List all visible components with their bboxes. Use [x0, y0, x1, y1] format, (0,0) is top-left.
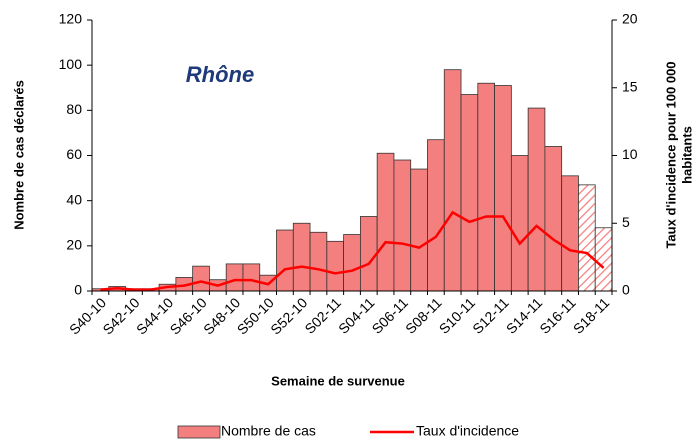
- y-tick-label: 60: [66, 146, 82, 162]
- y-tick-label: 20: [66, 237, 82, 253]
- annotation: Rhône: [186, 62, 254, 87]
- bar: [510, 155, 529, 292]
- x-tick-label: S44-10: [133, 294, 176, 337]
- x-tick-label: S08-11: [402, 294, 445, 337]
- y2-axis-title: habitants: [679, 126, 694, 184]
- x-tick-label: S06-11: [369, 294, 412, 337]
- y-tick-label: 40: [66, 191, 82, 207]
- bar: [410, 168, 428, 292]
- bar: [309, 231, 328, 292]
- bar: [594, 227, 613, 292]
- y2-tick-label: 20: [622, 11, 638, 27]
- bar: [544, 146, 563, 292]
- y-tick-label: 80: [66, 101, 82, 117]
- bar: [276, 229, 294, 292]
- x-tick-label: S14-11: [503, 294, 546, 337]
- bar: [225, 263, 244, 292]
- y-axis-title: Nombre de cas déclarés: [11, 80, 26, 230]
- bar: [343, 234, 361, 292]
- y-tick-label: 0: [74, 282, 82, 298]
- bar: [359, 216, 378, 292]
- x-tick-label: S12-11: [469, 294, 512, 337]
- bar: [578, 184, 596, 292]
- line: [100, 210, 605, 291]
- legend-label: Nombre de cas: [221, 423, 316, 439]
- bar: [393, 159, 412, 292]
- x-tick-label: S52-10: [267, 294, 310, 337]
- bar: [242, 263, 261, 292]
- legend-swatch: [177, 425, 221, 439]
- bar: [427, 139, 445, 292]
- bar: [561, 175, 579, 292]
- x-tick-label: S40-10: [66, 294, 109, 337]
- bar: [460, 94, 479, 292]
- y2-tick-label: 10: [622, 146, 638, 162]
- x-tick-label: S48-10: [200, 294, 243, 337]
- x-tick-label: S42-10: [99, 294, 142, 337]
- x-tick-label: S46-10: [167, 294, 210, 337]
- bar: [494, 85, 512, 292]
- y2-tick-label: 15: [622, 78, 638, 94]
- x-tick-label: S02-11: [301, 294, 344, 337]
- x-tick-label: S18-11: [570, 294, 613, 337]
- y2-tick-label: 0: [622, 282, 630, 298]
- bar: [192, 265, 210, 292]
- x-tick-label: S10-11: [436, 294, 479, 337]
- x-axis-title: Semaine de survenue: [271, 373, 405, 388]
- bar: [527, 107, 546, 292]
- legend-label: Taux d'incidence: [416, 423, 519, 439]
- x-tick-label: S50-10: [234, 294, 277, 337]
- y-tick-label: 120: [59, 11, 83, 27]
- bar: [477, 82, 495, 292]
- bar: [443, 69, 462, 292]
- y2-tick-label: 5: [622, 214, 630, 230]
- x-tick-label: S04-11: [335, 294, 378, 337]
- y2-axis-title: Taux d'incidence pour 100 000: [663, 61, 678, 248]
- bar: [292, 222, 311, 292]
- x-tick-label: S16-11: [536, 294, 579, 337]
- y-tick-label: 100: [59, 56, 83, 72]
- bar: [376, 152, 395, 292]
- bar: [326, 240, 345, 292]
